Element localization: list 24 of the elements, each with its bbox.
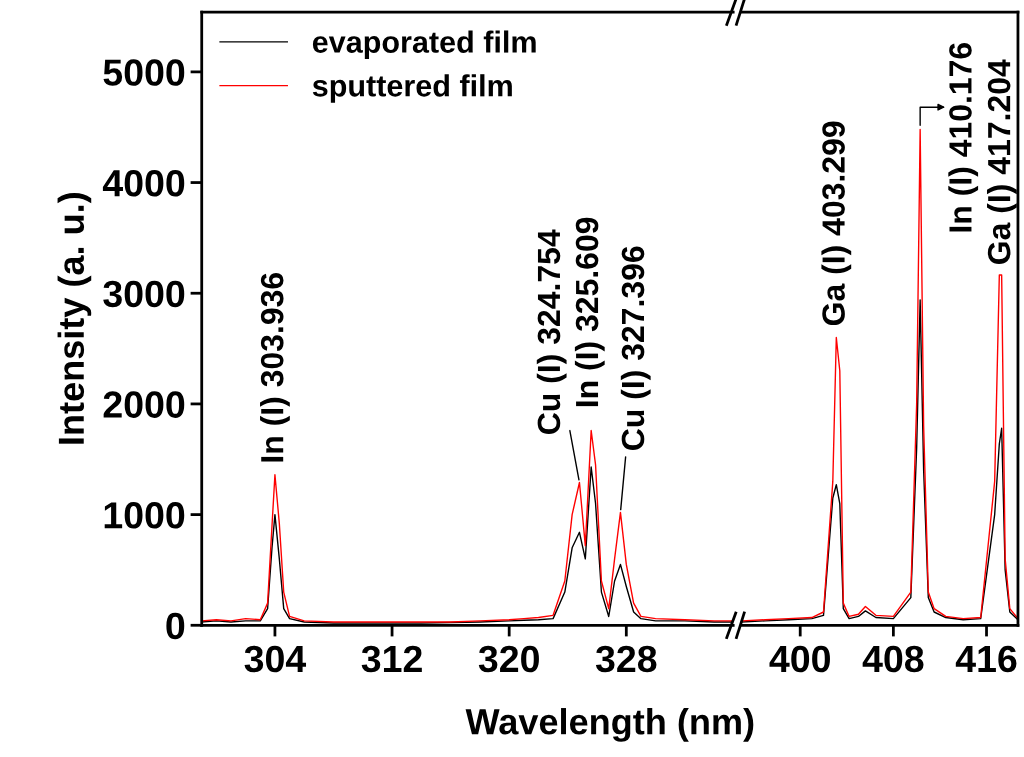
annotation: Ga (I) 403.299	[821, 121, 852, 326]
y-tick-label: 2000	[103, 391, 185, 418]
x-tick-label: 312	[361, 645, 422, 673]
x-tick-label: 400	[769, 645, 830, 673]
y-tick-label: 4000	[102, 169, 185, 197]
annotation: Ga (I) 417.204	[986, 59, 1017, 264]
annotation: In (I) 303.936	[260, 273, 290, 462]
x-tick-label: 416	[955, 645, 1017, 673]
x-axis-title: Wavelength (nm)	[465, 708, 754, 742]
annotation: Cu (I) 327.396	[620, 246, 651, 450]
x-tick-label: 320	[478, 645, 539, 673]
x-tick-label: 328	[595, 645, 657, 673]
annotation: Cu (I) 324.754	[536, 229, 567, 434]
x-tick-label: 304	[244, 645, 307, 673]
annotation: In (I) 410.176	[948, 42, 979, 232]
x-tick-label: 408	[862, 645, 924, 673]
y-tick-label: 0	[166, 612, 185, 640]
y-axis-title: Intensity (a. u.)	[57, 193, 92, 444]
legend-label: sputtered film	[312, 74, 512, 103]
y-tick-label: 3000	[103, 280, 185, 308]
y-tick-label: 1000	[104, 502, 185, 529]
annotation: In (I) 325.609	[574, 217, 605, 407]
legend-label: evaporated film	[312, 30, 536, 59]
y-tick-label: 5000	[103, 59, 185, 86]
